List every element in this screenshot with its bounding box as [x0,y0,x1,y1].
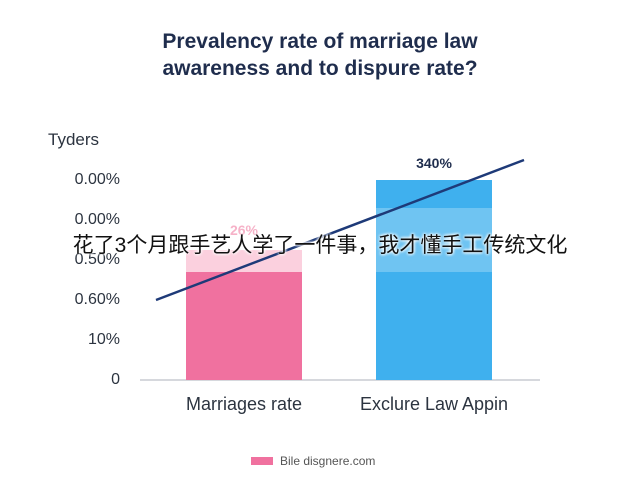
y-axis-label: Tyders [48,130,100,149]
y-tick-label: 0.60% [74,291,120,308]
trend-line [155,158,525,302]
data-label: 26% [230,222,259,238]
bar [186,272,302,380]
x-tick-label: Exclure Law Appin [359,394,509,414]
y-tick-label: 0.00% [74,171,120,188]
data-label: 340% [416,155,452,171]
chart-title: Prevalency rate of marriage law [162,30,478,53]
x-tick-label: Marriages rate [185,394,303,414]
y-tick-label: 0.50% [74,251,120,268]
overlay-caption: 花了3个月跟手艺人学了一件事，我才懂手工传统文化 [72,234,568,257]
y-tick-label: 0 [111,371,120,388]
legend-label: Bile disgnere.com [280,454,375,468]
bar [376,180,492,380]
y-tick-label: 10% [87,331,120,348]
bar-highlight [376,208,492,272]
legend-swatch [251,457,273,465]
y-tick-label: 0.00% [74,211,120,228]
chart-title: awareness and to dispure rate? [162,57,478,80]
